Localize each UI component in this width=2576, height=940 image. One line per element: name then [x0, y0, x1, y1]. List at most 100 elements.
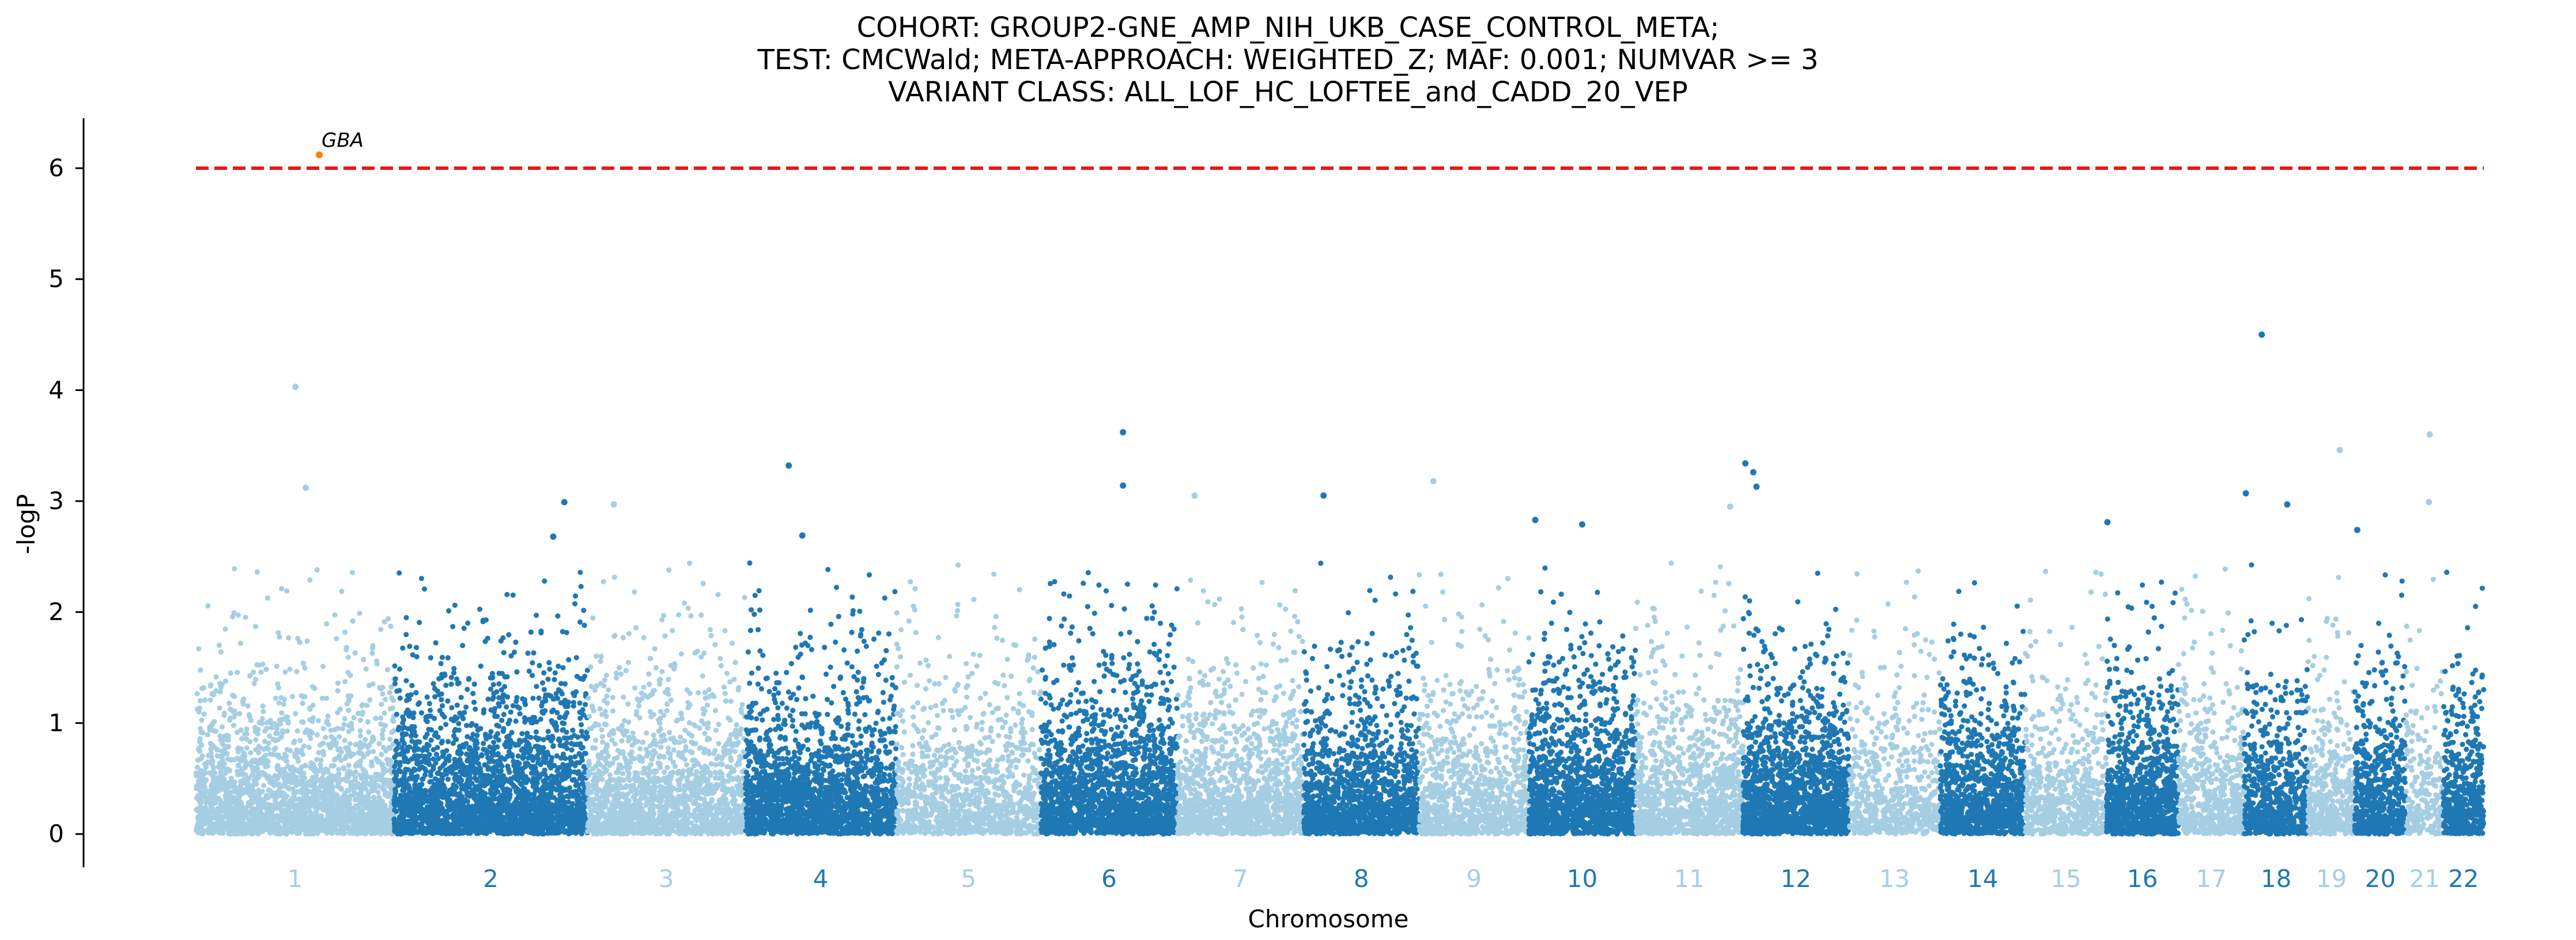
variant-point: [440, 703, 445, 708]
variant-point: [330, 789, 335, 794]
variant-point: [380, 727, 386, 733]
variant-point: [301, 780, 307, 786]
variant-point: [268, 720, 274, 726]
variant-point: [545, 752, 551, 757]
variant-point: [471, 681, 477, 687]
variant-point: [232, 566, 237, 572]
variant-point: [396, 767, 402, 773]
variant-point: [392, 778, 398, 784]
variant-point: [484, 800, 490, 806]
variant-point: [494, 731, 501, 737]
variant-point: [422, 586, 428, 592]
variant-point: [410, 831, 416, 836]
variant-point: [213, 789, 219, 795]
variant-point: [490, 682, 496, 688]
variant-point: [570, 727, 576, 733]
variant-point: [439, 654, 445, 660]
variant-point: [384, 757, 390, 763]
variant-point: [474, 777, 480, 783]
variant-point: [531, 650, 537, 656]
variant-point: [553, 720, 558, 726]
variant-point: [488, 818, 494, 824]
variant-point: [300, 812, 306, 818]
variant-point: [251, 778, 257, 783]
variant-point: [242, 731, 248, 737]
variant-point: [324, 695, 330, 701]
variant-point: [310, 775, 316, 780]
variant-point: [510, 592, 516, 598]
variant-point: [492, 796, 498, 802]
variant-point: [488, 729, 494, 735]
variant-point: [337, 734, 342, 740]
variant-point: [440, 763, 446, 768]
variant-point: [218, 829, 224, 835]
variant-point: [502, 742, 508, 748]
variant-point: [502, 794, 508, 800]
variant-point: [419, 782, 425, 787]
variant-point: [282, 696, 288, 702]
variant-point: [491, 779, 497, 785]
variant-point: [490, 696, 496, 702]
variant-point: [541, 755, 546, 761]
variant-point: [292, 738, 297, 744]
variant-point: [560, 665, 566, 670]
variant-point: [414, 804, 420, 810]
variant-point: [448, 674, 454, 680]
variant-point: [556, 809, 561, 815]
variant-point: [404, 698, 410, 703]
variant-point: [565, 736, 571, 741]
variant-point: [274, 813, 280, 818]
variant-point: [314, 757, 320, 763]
variant-point: [497, 775, 503, 780]
variant-point: [501, 726, 507, 731]
variant-point: [277, 634, 282, 640]
variant-point: [412, 782, 418, 788]
variant-point: [514, 669, 520, 675]
variant-point: [466, 676, 472, 682]
variant-point: [310, 715, 316, 721]
variant-point: [397, 695, 403, 701]
variant-point: [381, 787, 387, 793]
variant-point: [236, 808, 241, 813]
variant-point: [279, 710, 285, 716]
variant-point: [495, 802, 501, 808]
variant-point: [292, 828, 298, 833]
variant-point: [357, 611, 362, 616]
variant-point: [245, 703, 251, 709]
variant-point: [379, 702, 384, 707]
variant-point: [311, 788, 316, 794]
variant-point: [507, 770, 512, 775]
variant-point: [408, 711, 414, 717]
variant-point: [310, 702, 316, 708]
variant-point: [441, 752, 447, 757]
variant-point: [426, 700, 432, 707]
variant-point: [387, 791, 393, 797]
variant-point: [365, 751, 371, 757]
variant-point: [404, 748, 410, 753]
variant-point: [482, 829, 488, 835]
variant-point: [569, 747, 575, 753]
variant-point: [519, 801, 524, 807]
variant-point: [530, 660, 535, 666]
variant-point: [513, 718, 519, 724]
variant-point: [278, 793, 284, 798]
variant-point: [547, 666, 553, 672]
variant-point: [282, 716, 288, 722]
variant-point: [256, 744, 262, 749]
variant-point: [581, 751, 588, 756]
variant-point: [302, 665, 308, 671]
variant-point: [479, 817, 486, 823]
variant-point: [465, 814, 471, 820]
variant-point: [416, 766, 422, 772]
variant-point: [330, 805, 336, 811]
variant-point: [532, 765, 538, 771]
variant-point: [316, 777, 322, 783]
variant-point: [196, 646, 202, 651]
variant-point: [319, 813, 324, 819]
variant-point: [353, 761, 359, 767]
variant-point: [358, 829, 364, 835]
variant-point: [422, 734, 428, 740]
variant-point: [443, 683, 449, 688]
variant-point: [252, 825, 258, 831]
variant-point: [357, 728, 363, 734]
